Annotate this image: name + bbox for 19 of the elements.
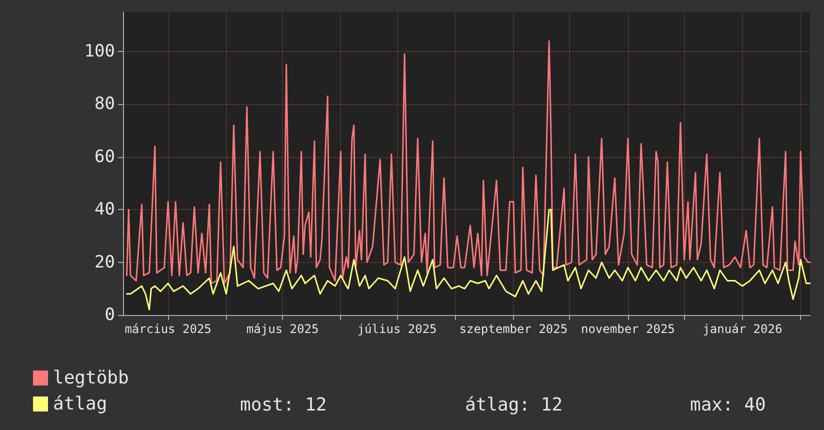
x-tick-label: március 2025: [124, 322, 212, 336]
y-tick-label: 80: [94, 94, 115, 114]
y-tick-label: 60: [94, 146, 115, 167]
y-tick-label: 0: [104, 305, 115, 325]
y-tick-label: 100: [84, 42, 115, 62]
x-tick-label: július 2025: [357, 322, 437, 336]
x-tick-label: szeptember 2025: [459, 322, 568, 336]
y-tick-label: 20: [94, 252, 115, 272]
text: most: 12: [240, 394, 327, 416]
line-series: [126, 40, 811, 284]
x-tick-label: november 2025: [580, 322, 675, 336]
x-tick-label: május 2025: [246, 322, 319, 336]
legend-label: legtöbb: [53, 368, 129, 388]
line-series: [126, 208, 811, 310]
text: max: 40: [690, 394, 766, 416]
text: átlag: 12: [465, 394, 563, 416]
y-tick-label: 40: [94, 200, 115, 220]
legend-label: átlag: [53, 394, 108, 414]
x-tick-label: január 2026: [702, 322, 782, 336]
